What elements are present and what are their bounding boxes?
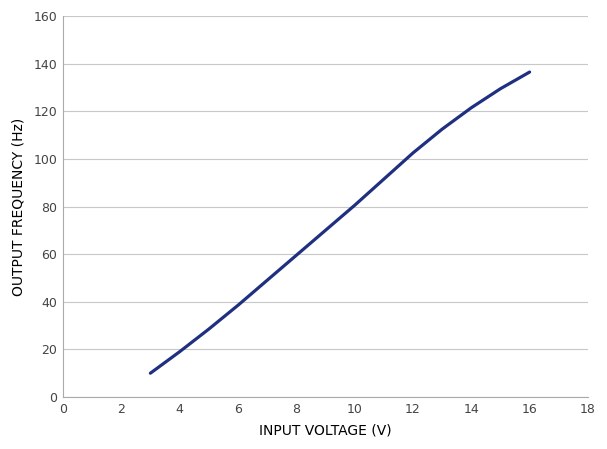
X-axis label: INPUT VOLTAGE (V): INPUT VOLTAGE (V)	[259, 424, 392, 438]
Y-axis label: OUTPUT FREQUENCY (Hz): OUTPUT FREQUENCY (Hz)	[11, 118, 25, 296]
